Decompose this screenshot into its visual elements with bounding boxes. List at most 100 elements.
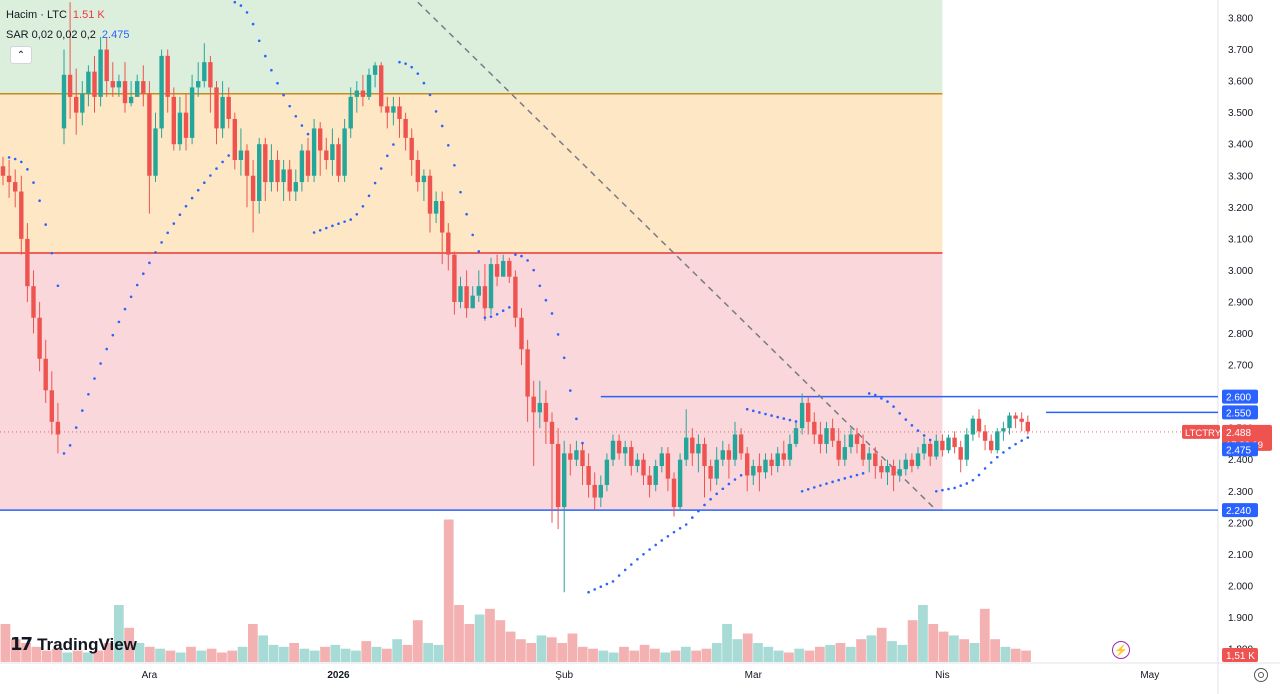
y-axis-tick-label: 2.300 <box>1228 487 1253 498</box>
sar-price-badge <box>1222 442 1258 457</box>
sar-dot <box>56 284 60 288</box>
candle-body <box>806 402 811 422</box>
candle-body <box>580 450 585 467</box>
sar-dot <box>758 411 761 414</box>
price-badge <box>1222 405 1258 420</box>
volume-bar <box>918 605 928 662</box>
volume-bar <box>93 650 104 662</box>
candle-body <box>250 175 256 201</box>
candle-body <box>873 453 878 467</box>
sar-dot <box>379 167 383 170</box>
candle-body <box>122 81 128 104</box>
y-axis-tick-label: 3.000 <box>1228 266 1253 277</box>
zone-0 <box>0 0 943 94</box>
candle-body <box>318 128 323 151</box>
sar-dot <box>727 482 731 486</box>
volume-bar <box>165 650 176 662</box>
candle-body <box>763 459 768 473</box>
candle-body <box>574 450 579 460</box>
lightning-icon[interactable]: ⚡ <box>1112 641 1130 659</box>
sar-dot <box>233 0 237 4</box>
volume-bar <box>72 650 83 662</box>
candle-body <box>860 443 866 460</box>
candle-body <box>970 418 976 435</box>
sar-dot <box>32 181 35 184</box>
sar-dot <box>782 417 786 420</box>
volume-bar <box>866 635 877 662</box>
sar-dot <box>508 306 511 309</box>
candle-body <box>61 74 67 129</box>
volume-bar <box>660 652 671 662</box>
gear-icon[interactable] <box>1254 668 1268 682</box>
candle-body <box>311 128 317 176</box>
y-axis-tick-label: 2.200 <box>1228 518 1253 529</box>
sar-dot <box>904 418 908 421</box>
tradingview-logo[interactable]: 17 TradingView <box>10 634 137 655</box>
sar-dot <box>81 409 84 412</box>
volume-bar <box>732 639 743 662</box>
volume-bar <box>113 605 124 662</box>
sar-dot <box>386 154 389 158</box>
sar-dot <box>434 110 438 113</box>
candle-body <box>824 428 829 444</box>
candle-body <box>549 421 555 444</box>
candle-body <box>74 96 79 113</box>
sar-dot <box>989 461 993 464</box>
candle-body <box>409 137 414 160</box>
sar-dot <box>550 312 554 315</box>
candle-body <box>818 434 823 444</box>
sar-dot <box>337 222 340 226</box>
volume-bar <box>83 652 93 662</box>
candle-body <box>543 402 549 422</box>
volume-bar <box>464 624 475 662</box>
volume-bar <box>608 652 619 662</box>
volume-bar <box>381 648 392 662</box>
candle-body <box>726 450 732 460</box>
volume-bar <box>103 643 114 662</box>
price-badge-label: 2.550 <box>1226 408 1251 419</box>
volume-bar <box>1021 650 1031 662</box>
volume-bar <box>959 639 970 662</box>
sar-dot <box>453 164 456 167</box>
candle-body <box>305 150 311 176</box>
sar-legend-value: 2.475 <box>101 29 130 41</box>
y-axis-tick-label: 2.900 <box>1228 297 1253 308</box>
sar-dot <box>428 93 432 97</box>
sar-dot <box>477 250 481 253</box>
sar-dot <box>697 509 700 513</box>
volume-bar <box>423 643 433 662</box>
volume-bar <box>722 624 732 662</box>
sar-dot <box>886 400 889 403</box>
sar-dot <box>733 478 737 481</box>
sar-dot <box>166 231 169 235</box>
volume-bar <box>691 650 702 662</box>
candle-body <box>360 90 366 97</box>
candle-body <box>604 459 610 485</box>
sar-dot <box>630 563 633 566</box>
candle-body <box>324 150 329 160</box>
volume-bar <box>928 624 939 662</box>
sar-dot <box>215 167 218 170</box>
sar-dot <box>160 241 163 244</box>
candle-body <box>714 459 719 479</box>
candle-body <box>671 478 677 508</box>
candle-body <box>507 260 512 277</box>
candle-body <box>476 286 481 296</box>
sar-dot <box>910 424 914 427</box>
sar-dot <box>1008 446 1011 450</box>
y-axis-tick-label: 3.600 <box>1228 77 1253 88</box>
candle-body <box>348 96 353 129</box>
sar-dot <box>276 81 279 85</box>
sar-dot <box>544 298 548 302</box>
candle-body <box>336 144 341 176</box>
candle-body <box>885 466 890 473</box>
sar-dot <box>318 228 322 232</box>
candle-body <box>592 484 597 498</box>
candle-body <box>86 71 91 94</box>
chevron-up-icon[interactable]: ⌃ <box>10 46 32 64</box>
volume-bar <box>258 635 269 662</box>
sar-dot <box>178 213 182 217</box>
candle-body <box>92 71 97 97</box>
